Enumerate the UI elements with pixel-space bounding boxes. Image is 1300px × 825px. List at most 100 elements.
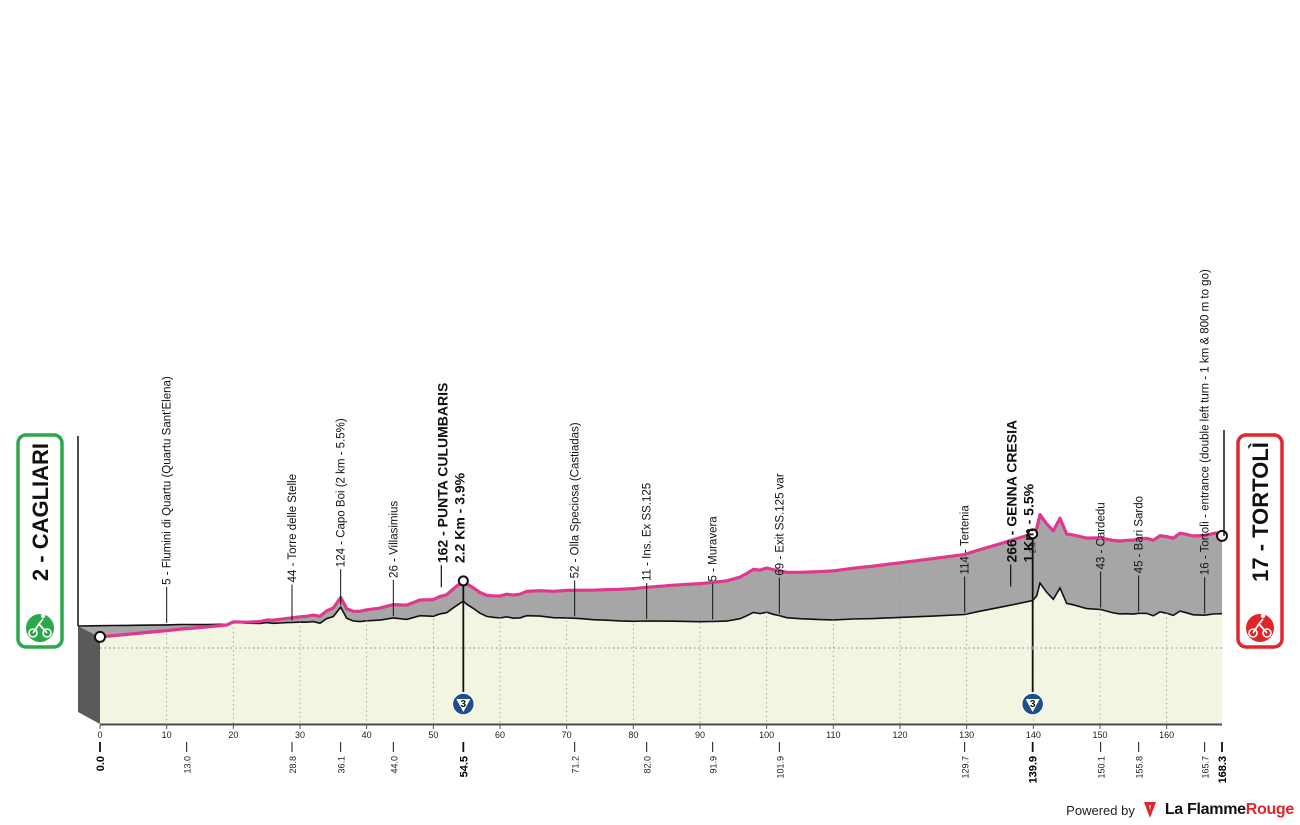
axis-tick-label: 120 bbox=[892, 730, 907, 740]
kom-summit-point bbox=[1027, 528, 1039, 540]
kom-markers: 162 - PUNTA CULUMBARIS 2.2 Km - 3.9%3266 … bbox=[434, 383, 1045, 716]
kom-grade-label: 2.2 Km - 3.9% bbox=[451, 472, 467, 563]
start-panel: 2 - CAGLIARI bbox=[16, 433, 64, 649]
start-panel-cyclist-icon bbox=[24, 612, 56, 644]
axis-tick-label: 140 bbox=[1026, 730, 1041, 740]
waypoint: 5 - Muravera bbox=[708, 516, 720, 620]
waypoint-label: 44 - Torre delle Stelle bbox=[287, 474, 299, 582]
waypoint-label: 52 - Olla Speciosa (Castiadas) bbox=[570, 422, 582, 578]
finish-panel-frame bbox=[1236, 433, 1284, 649]
waypoint: 16 - Tortolì - entrance (double left tur… bbox=[1200, 269, 1212, 614]
rider-head bbox=[40, 613, 46, 619]
distance-label: 0.0 bbox=[95, 756, 107, 771]
intermediate-marker-label: 2.0 bbox=[1029, 541, 1038, 553]
waypoint: 45 - Bari Sardo bbox=[1134, 496, 1146, 612]
waypoint: 114 - Tertenia bbox=[960, 505, 972, 613]
start-point bbox=[94, 630, 106, 643]
waypoint-label: 43 - Cardedu bbox=[1096, 502, 1108, 569]
waypoint: 69 - Exit SS.125 var bbox=[774, 473, 786, 614]
wheel bbox=[42, 628, 52, 638]
ground-side bbox=[78, 626, 100, 724]
distance-label: 155.8 bbox=[1135, 756, 1145, 779]
rider bbox=[1252, 618, 1268, 634]
route-path bbox=[99, 513, 1223, 639]
footer-credit: Powered by La FlammeRouge bbox=[1066, 801, 1294, 819]
relief-ridge bbox=[77, 581, 1223, 627]
axis-tick-label: 10 bbox=[162, 730, 172, 740]
distance-label: 91.9 bbox=[709, 756, 719, 774]
waypoint-label: 69 - Exit SS.125 var bbox=[774, 473, 786, 575]
rider-head bbox=[1260, 613, 1266, 619]
kom-category: 3 bbox=[461, 699, 467, 710]
distance-label: 168.3 bbox=[1217, 756, 1229, 784]
wheel bbox=[1262, 628, 1272, 638]
axis-tick-label: 50 bbox=[428, 730, 438, 740]
axis-tick-label: 100 bbox=[759, 730, 774, 740]
kom-grade-label: 1 Km - 5.5% bbox=[1021, 483, 1037, 562]
route-line bbox=[94, 513, 1228, 643]
distance-label: 13.0 bbox=[183, 756, 193, 774]
axis-tick-label: 30 bbox=[295, 730, 305, 740]
kom-badge-triangle bbox=[456, 699, 471, 712]
brand-name: La FlammeRouge bbox=[1164, 801, 1294, 818]
kom-summit-point bbox=[457, 575, 469, 587]
km-axis: 0 10 20 30 40 50 60 70 80 90 100 110 120 130 140 150 160 bbox=[97, 724, 1222, 740]
relief-fill bbox=[78, 514, 1222, 638]
waypoint: 5 - Flumini di Quartu (Quartu Sant'Elena… bbox=[162, 376, 174, 623]
distance-label: 129.7 bbox=[961, 756, 971, 779]
wheel bbox=[1248, 628, 1258, 638]
axis-tick-label: 110 bbox=[826, 730, 840, 740]
waypoint: 11 - Ins. Ex SS.125 bbox=[642, 483, 654, 620]
start-panel-label: 2 - CAGLIARI bbox=[28, 443, 53, 581]
waypoint: 26 - Villasimius bbox=[388, 501, 400, 616]
distance-label: 82.0 bbox=[643, 756, 653, 774]
waypoint-label: 45 - Bari Sardo bbox=[1134, 496, 1146, 573]
waypoint: 43 - Cardedu bbox=[1096, 502, 1108, 608]
rider bbox=[32, 618, 48, 634]
waypoint: 52 - Olla Speciosa (Castiadas) bbox=[570, 422, 582, 617]
axis-tick-label: 130 bbox=[959, 730, 974, 740]
distance-label: 101.9 bbox=[775, 756, 785, 779]
axis-tick-label: 160 bbox=[1159, 730, 1174, 740]
kom-marker: 266 - GENNA CRESIA 1 Km - 5.5% 3 bbox=[1004, 420, 1045, 716]
wheel bbox=[28, 628, 38, 638]
waypoint: 124 - Capo Boi (2 km - 5.5%) bbox=[336, 418, 348, 606]
axis-tick-label: 20 bbox=[228, 730, 238, 740]
relief-area bbox=[77, 436, 1223, 638]
kom-marker: 162 - PUNTA CULUMBARIS 2.2 Km - 3.9% 3 bbox=[434, 383, 476, 716]
kom-badge: 3 bbox=[1020, 692, 1045, 716]
start-panel-frame bbox=[16, 433, 64, 649]
distance-label: 139.9 bbox=[1028, 756, 1040, 784]
waypoint-label: 114 - Tertenia bbox=[960, 505, 972, 575]
waypoint: 44 - Torre delle Stelle bbox=[287, 474, 299, 621]
waypoint-label: 124 - Capo Boi (2 km - 5.5%) bbox=[336, 418, 348, 567]
finish-point bbox=[1216, 529, 1228, 542]
axis-tick-label: 0 bbox=[97, 730, 102, 740]
axis-tick-label: 90 bbox=[695, 730, 705, 740]
distance-label: 165.7 bbox=[1201, 756, 1211, 779]
finish-panel-cyclist-icon bbox=[1244, 612, 1276, 644]
start-finish-panels: 2 - CAGLIARI 17 - TORTOLÌ bbox=[16, 430, 1284, 649]
distance-label: 44.0 bbox=[389, 756, 399, 774]
waypoint-label: 26 - Villasimius bbox=[388, 501, 400, 578]
distance-labels: 0.0 13.0 28.8 36.1 44.0 54.5 71.2 82.0 91.9 101.9… bbox=[95, 742, 1229, 784]
kom-name-label: 162 - PUNTA CULUMBARIS bbox=[434, 383, 450, 563]
finish-panel: 17 - TORTOLÌ bbox=[1236, 433, 1284, 649]
distance-label: 150.1 bbox=[1097, 756, 1107, 779]
axis-tick-label: 60 bbox=[495, 730, 505, 740]
waypoints: 5 - Flumini di Quartu (Quartu Sant'Elena… bbox=[162, 269, 1212, 623]
axis-tick-label: 40 bbox=[362, 730, 372, 740]
axis-tick-label: 150 bbox=[1092, 730, 1107, 740]
intermediate-marker-dot bbox=[1031, 646, 1035, 650]
kom-category: 3 bbox=[1030, 699, 1036, 710]
finish-panel-label: 17 - TORTOLÌ bbox=[1248, 442, 1273, 582]
axis-tick-label: 70 bbox=[562, 730, 572, 740]
powered-by-text: Powered by bbox=[1066, 802, 1135, 818]
axis-tick-label: 80 bbox=[628, 730, 638, 740]
flame-logo-icon bbox=[1143, 802, 1156, 818]
kom-badge: 3 bbox=[451, 692, 476, 716]
kom-badge-triangle bbox=[1025, 699, 1040, 712]
waypoint-label: 5 - Flumini di Quartu (Quartu Sant'Elena… bbox=[162, 376, 174, 585]
kom-name-label: 266 - GENNA CRESIA bbox=[1004, 420, 1020, 563]
